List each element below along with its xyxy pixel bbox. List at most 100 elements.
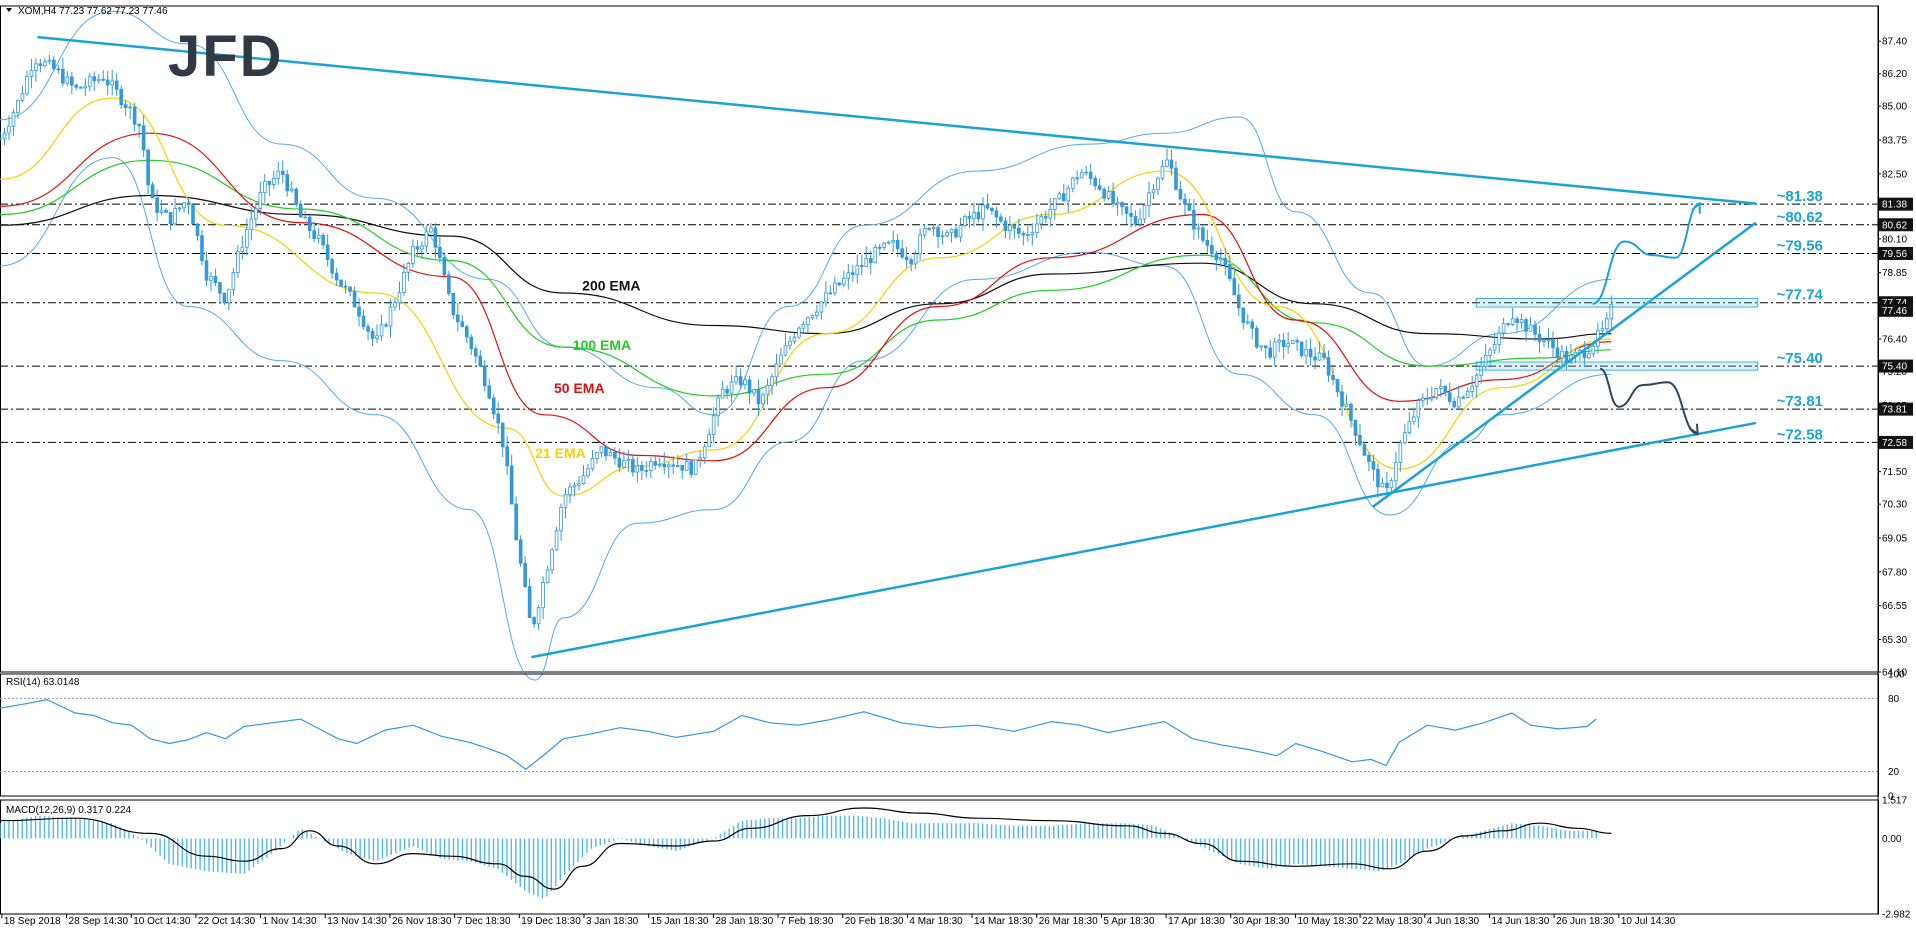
candle-body [460,321,465,328]
candle-body [963,215,967,226]
candle-body [43,61,47,67]
candle-body [34,63,38,71]
candle-body [330,259,334,274]
candle-body [657,463,662,466]
candle-body [397,292,402,303]
candle-body [541,582,545,609]
candle-body [56,68,61,71]
candle-body [1026,234,1030,236]
candle-body [357,306,361,317]
candle-body [819,301,824,313]
candle-body [1474,374,1479,387]
candle-body [1452,401,1457,408]
candle-body [289,188,294,192]
macd-tick-label: 1.517 [1882,796,1907,807]
candle-body [231,272,236,290]
candle-body [186,202,191,206]
candle-body [1223,258,1228,265]
candle-body [487,385,492,399]
candle-body [936,227,940,238]
candle-body [886,241,891,244]
candle-body [254,208,258,220]
candle-body [1254,327,1259,348]
candle-body [1241,307,1246,323]
candle-body [635,465,640,473]
candle-body [366,326,370,332]
candle-body [52,59,56,70]
x-tick-label: 18 Sep 2018 [4,916,61,927]
x-tick-label: 26 Jun 18:30 [1556,916,1614,927]
x-tick-label: 26 Mar 18:30 [1039,916,1098,927]
candle-body [824,292,828,303]
candle-body [761,394,765,405]
candle-body [1344,403,1349,407]
rsi-tick-label: 20 [1888,767,1900,778]
candle-body [1349,403,1353,421]
candle-body [87,76,92,87]
candle-body [545,569,550,583]
candle-body [990,207,994,212]
x-tick-label: 22 Oct 14:30 [198,916,256,927]
candle-body [1245,321,1250,324]
candle-body [698,457,702,461]
candle-body [1057,193,1062,200]
candle-body [1210,244,1214,255]
candle-body [61,68,65,84]
candle-body [734,376,738,383]
y-tick-label: 86.20 [1882,69,1907,80]
candle-body [307,216,312,232]
candle-body [25,76,29,95]
candle-body [1605,318,1609,330]
candle-body [1003,220,1008,231]
x-tick-label: 5 Apr 18:30 [1103,916,1155,927]
candle-body [864,257,869,267]
x-tick-label: 14 Jun 18:30 [1491,916,1549,927]
price-box-label: 72.58 [1882,438,1907,449]
chevron-down-icon[interactable] [6,8,12,12]
candle-body [1519,319,1524,323]
candle-body [78,86,83,89]
candle-body [316,234,321,239]
candle-body [245,229,249,248]
candle-body [424,231,429,247]
candle-body [294,188,299,205]
candle-body [797,327,801,338]
candle-body [1376,468,1380,488]
candle-body [473,348,478,357]
candle-body [343,285,348,288]
candle-body [195,223,200,237]
candle-body [1434,387,1439,399]
x-tick-label: 1 Nov 14:30 [263,916,317,927]
candle-body [1322,352,1326,358]
trendline-upper-resistance [37,35,1757,205]
candle-body [1048,209,1053,219]
candle-body [1389,480,1394,489]
candle-body [1201,227,1205,241]
candle-body [429,227,433,233]
ema-label: 100 EMA [573,337,631,353]
candle-body [411,246,415,264]
y-tick-label: 65.30 [1882,635,1907,646]
candle-body [1097,185,1102,190]
x-tick-label: 14 Mar 18:30 [974,916,1033,927]
candle-body [604,446,608,457]
level-label: ~80.62 [1777,209,1823,226]
candle-body [1331,374,1335,380]
candle-body [1371,461,1376,470]
candle-body [527,586,532,619]
candle-body [617,457,622,468]
candle-body [640,465,644,471]
candle-body [1380,482,1385,488]
candle-body [1219,258,1223,261]
y-tick-label: 82.50 [1882,169,1907,180]
candle-body [1183,198,1187,205]
y-tick-label: 64.10 [1882,668,1907,679]
candle-body [101,78,106,81]
candle-body [1043,216,1048,219]
candle-body [128,106,132,109]
candle-body [550,549,554,571]
price-box-label: 81.38 [1882,200,1907,211]
candle-body [150,184,155,199]
